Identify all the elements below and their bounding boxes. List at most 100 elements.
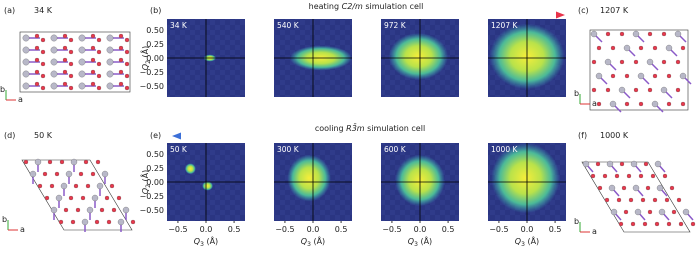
atom [116,195,122,201]
atom [63,207,69,213]
atom [106,58,114,66]
atom [68,37,74,43]
atom [91,194,99,202]
atom [68,195,74,201]
y-tick-label: 0.25 [146,164,164,173]
atom [96,85,102,91]
atom [101,170,109,178]
temperature: 34 K [34,6,53,15]
atom [638,45,644,51]
atom [90,57,96,63]
atom [70,219,76,225]
atom [602,173,608,179]
plot-temperature: 1207 K [491,21,518,30]
atom [68,73,74,79]
atom [619,31,625,37]
atom [638,101,644,107]
atom [642,221,648,227]
atom [68,49,74,55]
atom [40,61,46,67]
atom [62,45,68,51]
atom [78,58,86,66]
atom [90,81,96,87]
atom [22,58,30,66]
atom [643,161,649,167]
panel-label: (e) [150,131,161,140]
atom [630,160,638,168]
atom [62,81,68,87]
density [184,163,214,191]
plot-temperature: 34 K [170,21,188,30]
atom [34,45,40,51]
cell [21,159,133,231]
atom [124,37,130,43]
atom [96,73,102,79]
x-tick-label: −0.5 [168,225,187,234]
atom [590,173,596,179]
atom [29,170,37,178]
atom [660,86,668,94]
density [491,143,560,214]
unit: (Å) [139,170,150,184]
x-axis-label: Q3 (Å) [301,235,325,248]
atom [62,69,68,75]
x-tick-label: 0.0 [414,225,427,234]
atom [95,159,101,165]
atom [675,59,681,65]
x-tick-label: 0.5 [442,225,455,234]
atom [651,100,659,108]
x-tick-label: 0.0 [521,225,534,234]
atom [605,87,611,93]
atom [78,70,86,78]
atom [78,46,86,54]
y-tick-label: 0.50 [146,150,164,159]
x-tick-label: 0.0 [307,225,320,234]
density [287,154,331,202]
atom [42,171,48,177]
y-tick-label: −0.50 [139,82,164,91]
axis-label: b [574,89,579,98]
panel-labels: (a) 34 K (b) (c) 1207 K (d) 50 K (e) (f)… [4,6,629,140]
atom [59,159,65,165]
atom [90,45,96,51]
atom [618,86,626,94]
atom [96,37,102,43]
atom [658,208,666,216]
atom [637,72,645,80]
x-tick-label: 0.5 [335,225,348,234]
panel-label: (d) [4,131,15,140]
atom [623,209,629,215]
atom [78,82,86,90]
y-tick-label: 0.25 [146,40,164,49]
atom [40,73,46,79]
atom [678,221,684,227]
structures: b a b a b a b a [0,29,696,236]
atom [652,197,658,203]
density-plot: 540 K [274,19,352,97]
atom [81,218,89,226]
atom [647,31,653,37]
atom [690,221,696,227]
atom [50,70,58,78]
atom [68,61,74,67]
density-plot: 300 K −0.5 0.0 0.5 Q3 (Å) [274,143,352,248]
atom [650,173,656,179]
atom [645,185,651,191]
atom [591,87,597,93]
atom [118,45,124,51]
atom [85,183,91,189]
axis-label: b [0,85,5,94]
plots: 34 K 540 K 972 K 1207 K 0.50 0.25 0.00 −0.25 −0.… [139,19,566,248]
atom [624,73,630,79]
atom [616,197,622,203]
atom [624,101,630,107]
y-tick-label: −0.25 [139,192,164,201]
density-blob [184,163,196,175]
atom [618,221,624,227]
y-tick-label: 0.00 [146,54,164,63]
atom [62,33,68,39]
atom [54,171,60,177]
atom [652,73,658,79]
atom [632,184,640,192]
atom [50,58,58,66]
